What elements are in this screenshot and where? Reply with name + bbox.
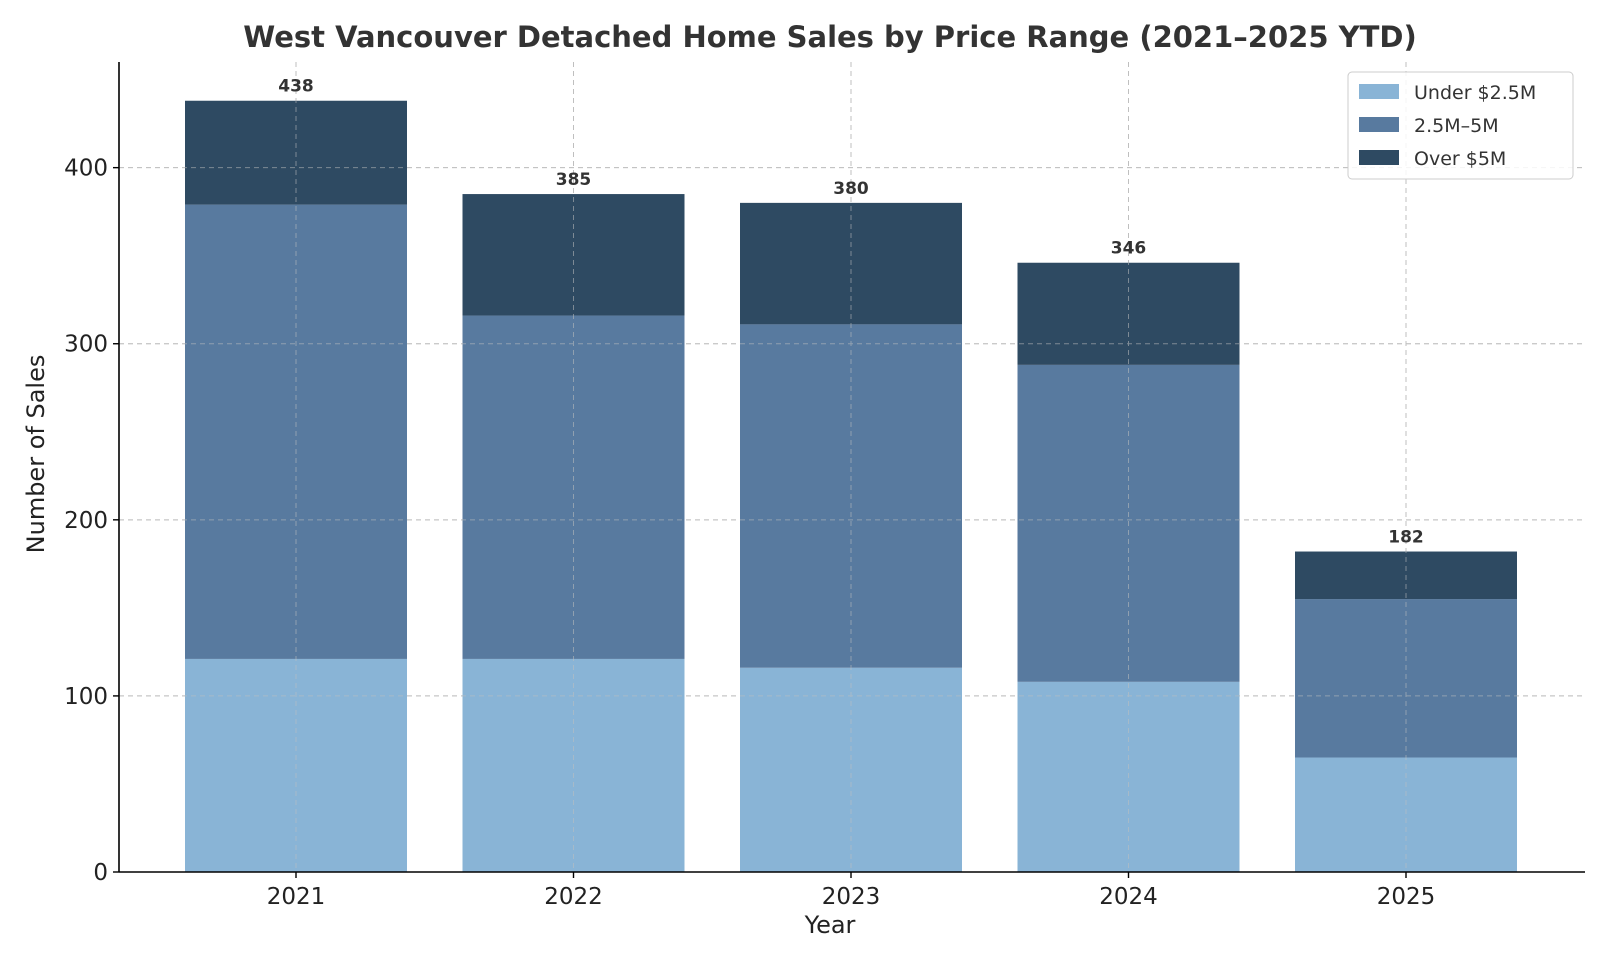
bar-total-label: 182 bbox=[1388, 528, 1424, 548]
y-tick-label: 0 bbox=[93, 860, 108, 886]
tick-labels: 0 100 200 300 400 2021 2022 2023 2024 2025 bbox=[64, 156, 1435, 910]
legend-swatch bbox=[1359, 150, 1399, 165]
x-tick-label: 2021 bbox=[267, 884, 326, 910]
bar-total-label: 380 bbox=[833, 179, 869, 199]
x-tick-label: 2025 bbox=[1377, 884, 1436, 910]
y-tick-label: 200 bbox=[64, 508, 108, 534]
legend-swatch bbox=[1359, 117, 1399, 132]
bars bbox=[119, 62, 1585, 872]
legend-label: Under $2.5M bbox=[1414, 82, 1536, 104]
bar-total-label: 438 bbox=[278, 77, 314, 97]
legend-swatch bbox=[1359, 84, 1399, 99]
bar-segment bbox=[740, 667, 962, 872]
x-tick-label: 2022 bbox=[544, 884, 603, 910]
grid-overlay bbox=[119, 62, 1585, 872]
total-labels: 438 385 380 346 182 bbox=[278, 77, 1424, 548]
y-tick-label: 300 bbox=[64, 332, 108, 358]
bar-total-label: 385 bbox=[556, 170, 592, 190]
legend-label: Over $5M bbox=[1414, 148, 1506, 170]
x-axis-label: Year bbox=[804, 911, 856, 939]
legend-box bbox=[1347, 71, 1574, 180]
chart-title: West Vancouver Detached Home Sales by Pr… bbox=[243, 20, 1416, 54]
x-tick-label: 2024 bbox=[1099, 884, 1158, 910]
bar-total-label: 346 bbox=[1111, 239, 1147, 259]
legend-label: 2.5M–5M bbox=[1414, 115, 1499, 137]
legend: Under $2.5M 2.5M–5M Over $5M bbox=[1347, 71, 1574, 180]
x-tick-label: 2023 bbox=[822, 884, 881, 910]
axes bbox=[118, 62, 1585, 873]
y-axis-label: Number of Sales bbox=[22, 355, 50, 554]
y-tick-label: 400 bbox=[64, 156, 108, 182]
y-tick-label: 100 bbox=[64, 684, 108, 710]
